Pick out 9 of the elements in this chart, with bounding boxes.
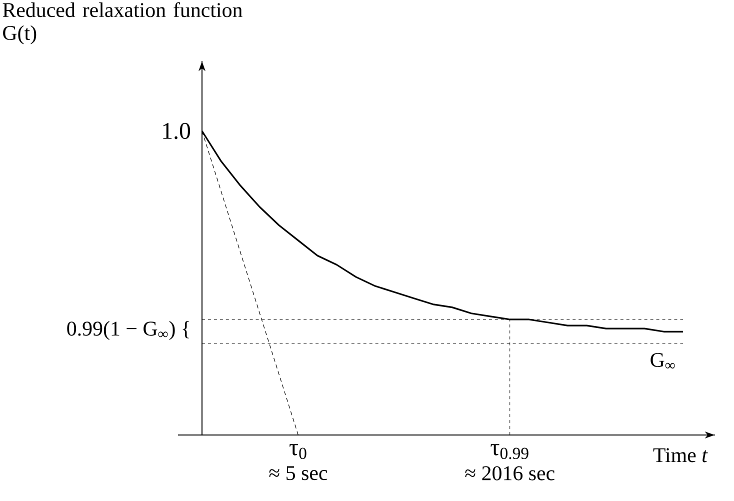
text: ≈ 2016 sec (465, 466, 554, 480)
x-tick-label: τ$_{0}$ (289, 444, 306, 460)
x-tick-label: τ$_{0.99}$ (490, 444, 528, 460)
y-axis-title: Reduced relaxation function G(t) (2, 2, 242, 44)
ref-line-label: 0.99(1 − G$_{∞}$) { (67, 320, 190, 340)
ref-line-label: G$_{∞}$ (650, 352, 675, 368)
text: 1.0 (163, 122, 190, 140)
x-axis-title: Time t (653, 448, 708, 462)
text: ≈ 5 sec (269, 466, 328, 480)
